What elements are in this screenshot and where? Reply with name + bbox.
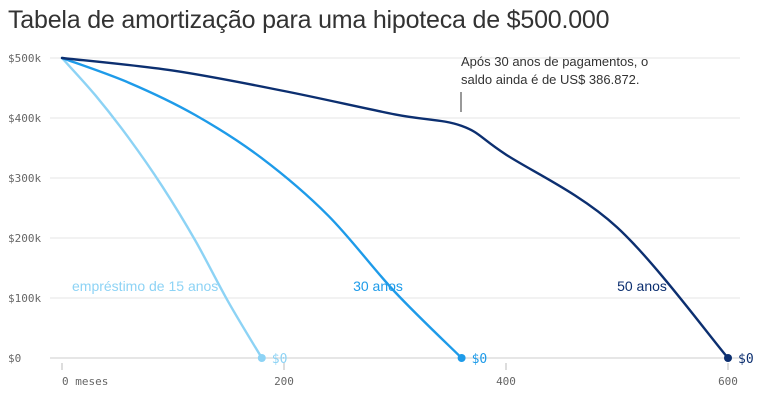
chart-title: Tabela de amortização para uma hipoteca …	[8, 6, 610, 34]
y-tick-label: $400k	[8, 112, 41, 125]
series-end-label: $0	[472, 352, 488, 367]
annotation-text: saldo ainda é de US$ 386.872.	[461, 72, 640, 87]
series-line	[60, 56, 263, 360]
y-tick-label: $100k	[8, 292, 41, 305]
x-tick-label: 600	[718, 375, 738, 388]
series-end-label: $0	[738, 352, 754, 367]
annotation-text: Após 30 anos de pagamentos, o	[461, 54, 648, 69]
series-line	[60, 56, 730, 360]
y-tick-label: $500k	[8, 52, 41, 65]
series-end-point	[257, 354, 266, 362]
series-label: empréstimo de 15 anos	[72, 278, 218, 294]
x-tick-label: 200	[274, 375, 294, 388]
series-end-point	[457, 354, 466, 362]
x-tick-label: 400	[496, 375, 516, 388]
series-end-point	[724, 354, 732, 362]
y-tick-label: $200k	[8, 232, 41, 245]
y-tick-label: $300k	[8, 172, 41, 185]
x-tick-label: 0 meses	[62, 375, 108, 388]
series-end-label: $0	[272, 352, 288, 367]
series-line	[60, 56, 463, 360]
y-tick-label: $0	[8, 352, 21, 365]
series-label: 30 anos	[353, 278, 403, 294]
series-label: 50 anos	[617, 278, 667, 294]
